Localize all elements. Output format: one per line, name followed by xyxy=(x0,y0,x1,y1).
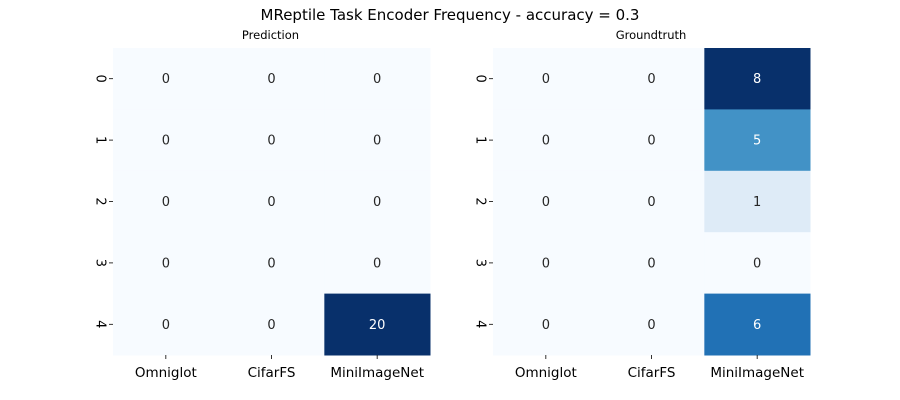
x-tick-label: MiniImageNet xyxy=(330,365,424,381)
heatmap-cell xyxy=(493,170,600,233)
heatmap-cell xyxy=(704,293,811,356)
heatmap-cell xyxy=(218,170,325,233)
heatmap-cell xyxy=(218,232,325,295)
cell-value-label: 0 xyxy=(373,195,381,210)
cell-value-label: 0 xyxy=(267,318,275,333)
cell-value-label: 0 xyxy=(162,72,170,87)
heatmap-cell xyxy=(598,293,705,356)
cell-value-label: 0 xyxy=(162,134,170,149)
heatmap-cell xyxy=(493,109,600,172)
heatmap-cell xyxy=(598,48,705,110)
cell-value-label: 0 xyxy=(647,134,655,149)
cell-value-label: 0 xyxy=(542,318,550,333)
heatmap-cell xyxy=(113,48,220,110)
cell-value-label: 0 xyxy=(647,256,655,271)
heatmap-cell xyxy=(704,232,811,295)
figure-title: MReptile Task Encoder Frequency - accura… xyxy=(261,6,640,24)
cell-value-label: 0 xyxy=(647,195,655,210)
heatmap-cell xyxy=(493,48,600,110)
heatmap-cell xyxy=(493,232,600,295)
x-tick-label: Omniglot xyxy=(135,365,197,381)
x-tick-label: CifarFS xyxy=(248,365,296,381)
cell-value-label: 5 xyxy=(753,134,761,149)
cell-value-label: 0 xyxy=(647,318,655,333)
y-tick-label: 3 xyxy=(93,259,108,267)
heatmap-cell xyxy=(324,109,431,172)
cell-value-label: 0 xyxy=(647,72,655,87)
cell-value-label: 0 xyxy=(267,72,275,87)
cell-value-label: 0 xyxy=(753,256,761,271)
cell-value-label: 0 xyxy=(267,195,275,210)
cell-value-label: 0 xyxy=(373,134,381,149)
y-tick-label: 4 xyxy=(93,320,108,328)
heatmap-cell xyxy=(324,170,431,233)
x-tick-label: CifarFS xyxy=(628,365,676,381)
heatmap-cell xyxy=(324,293,431,356)
heatmap-cell xyxy=(598,232,705,295)
y-tick-label: 2 xyxy=(93,197,108,205)
heatmap-cell xyxy=(218,293,325,356)
heatmap-cell xyxy=(113,232,220,295)
cell-value-label: 0 xyxy=(542,72,550,87)
cell-value-label: 0 xyxy=(162,318,170,333)
heatmap-cell xyxy=(113,293,220,356)
heatmap-cell xyxy=(704,170,811,233)
y-tick-label: 0 xyxy=(473,75,488,83)
heatmap-cell xyxy=(218,109,325,172)
heatmap-cell xyxy=(113,170,220,233)
heatmap-groundtruth: Groundtruth 0 0 8 0 0 5 0 0 1 0 0 0 0 0 6 0 1 2 3 4 Omniglo… xyxy=(473,28,811,381)
y-tick-label: 0 xyxy=(93,75,108,83)
cell-value-label: 6 xyxy=(753,318,761,333)
y-tick-label: 3 xyxy=(473,259,488,267)
cell-value-label: 0 xyxy=(542,195,550,210)
heatmap-title: Prediction xyxy=(242,28,299,42)
heatmap-prediction: Prediction 0 0 0 0 0 0 0 0 0 0 0 0 0 0 20 0 1 2 3 4 Omniglo… xyxy=(93,28,431,381)
y-tick-label: 1 xyxy=(93,136,108,144)
cell-value-label: 0 xyxy=(542,134,550,149)
heatmap-cell xyxy=(493,293,600,356)
cell-value-label: 8 xyxy=(753,72,761,87)
cell-value-label: 0 xyxy=(373,72,381,87)
x-tick-label: MiniImageNet xyxy=(710,365,804,381)
y-tick-label: 1 xyxy=(473,136,488,144)
heatmap-cell xyxy=(113,109,220,172)
y-tick-label: 2 xyxy=(473,197,488,205)
y-tick-label: 4 xyxy=(473,320,488,328)
heatmap-cell xyxy=(598,109,705,172)
cell-value-label: 0 xyxy=(373,256,381,271)
cell-value-label: 0 xyxy=(267,134,275,149)
cell-value-label: 0 xyxy=(162,195,170,210)
heatmap-cell xyxy=(324,232,431,295)
heatmap-title: Groundtruth xyxy=(616,28,687,42)
cell-value-label: 1 xyxy=(753,195,761,210)
x-tick-label: Omniglot xyxy=(515,365,577,381)
heatmap-cell xyxy=(598,170,705,233)
heatmap-cell xyxy=(704,109,811,172)
cell-value-label: 20 xyxy=(369,318,386,333)
cell-value-label: 0 xyxy=(542,256,550,271)
heatmap-cell xyxy=(324,48,431,110)
cell-value-label: 0 xyxy=(162,256,170,271)
heatmap-cell xyxy=(704,48,811,110)
cell-value-label: 0 xyxy=(267,256,275,271)
heatmap-cell xyxy=(218,48,325,110)
